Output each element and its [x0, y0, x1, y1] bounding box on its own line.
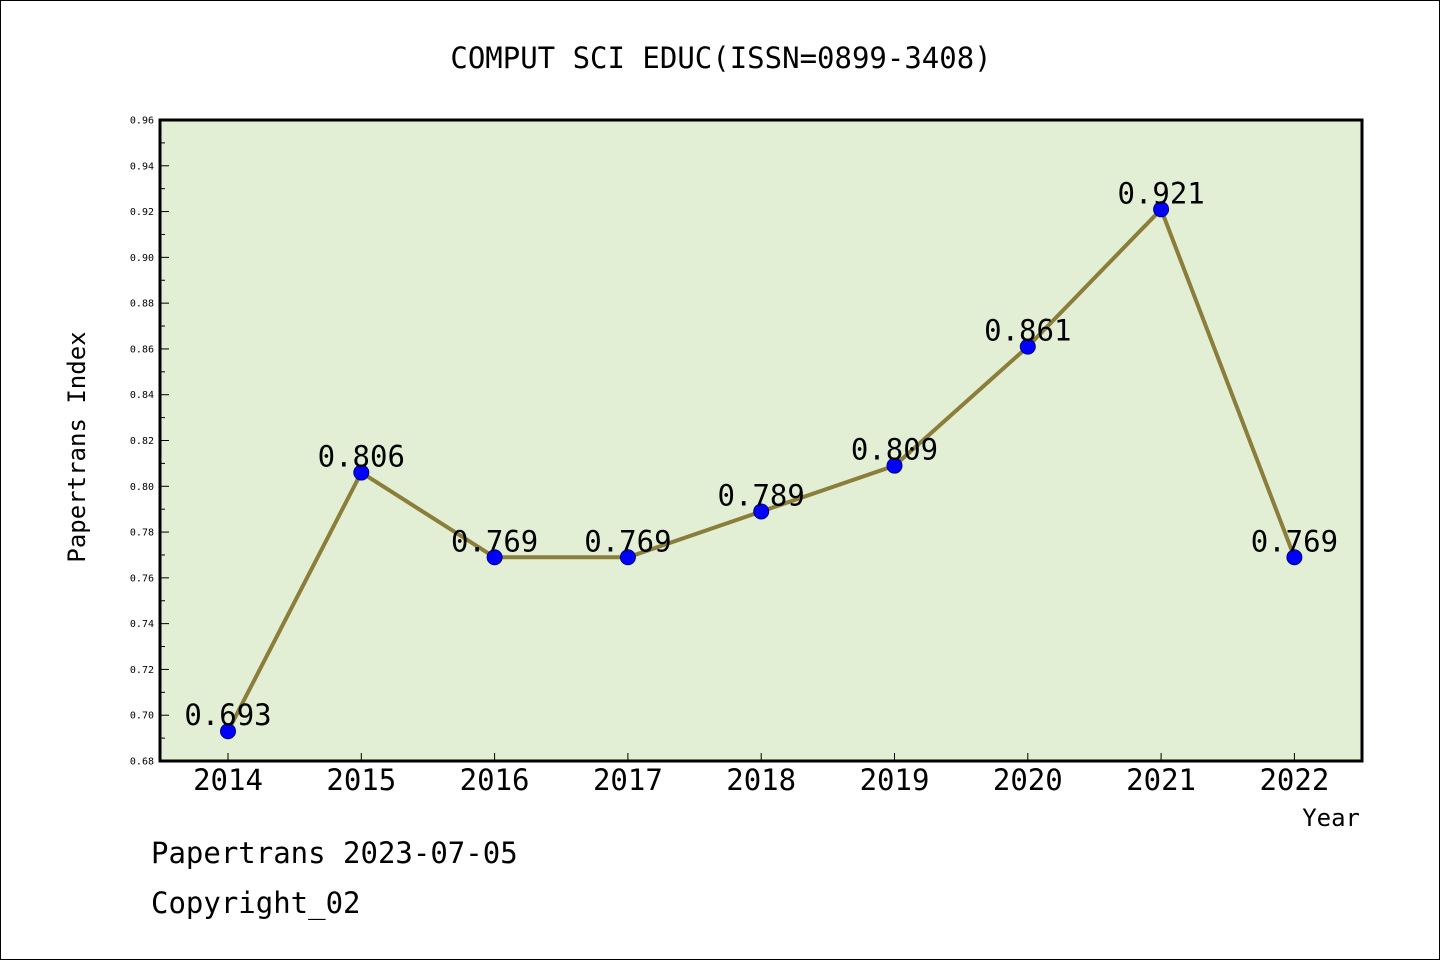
copyright-text: Copyright_02	[151, 886, 361, 920]
x-tick-label-2014: 2014	[193, 763, 263, 797]
y-tick-label-14: 0.96	[130, 116, 154, 127]
y-tick-label-6: 0.80	[130, 482, 154, 493]
data-label-2017: 0.769	[584, 524, 671, 558]
x-axis-label: Year	[1302, 804, 1360, 832]
data-label-2016: 0.769	[451, 524, 538, 558]
x-tick-label-2016: 2016	[460, 763, 530, 797]
plot-area	[158, 118, 1364, 763]
data-point-2021	[1153, 201, 1170, 218]
y-tick-label-13: 0.94	[130, 161, 154, 172]
chart-title: COMPUT SCI EDUC(ISSN=0899-3408)	[450, 41, 991, 75]
x-tick-label-2021: 2021	[1126, 763, 1196, 797]
x-tick-label-2018: 2018	[726, 763, 796, 797]
data-point-2022	[1286, 549, 1303, 566]
y-tick-label-2: 0.72	[130, 665, 154, 676]
data-point-2016	[486, 549, 503, 566]
data-point-2020	[1019, 338, 1036, 355]
data-point-2014	[220, 723, 236, 740]
x-axis-ticks: 2014 2015 2016 2017 2018 2019 2020 2021 2022	[193, 753, 1329, 797]
y-tick-label-7: 0.82	[130, 436, 154, 447]
data-label-2019: 0.809	[851, 433, 938, 467]
x-tick-label-2022: 2022	[1259, 763, 1329, 797]
data-label-2022: 0.769	[1251, 524, 1338, 558]
data-point-2015	[353, 464, 370, 481]
data-label-2021: 0.921	[1117, 176, 1204, 210]
source-date-text: Papertrans 2023-07-05	[151, 836, 518, 870]
data-point-2019	[886, 457, 903, 474]
data-label-2018: 0.789	[718, 478, 805, 512]
x-tick-label-2017: 2017	[593, 763, 663, 797]
x-tick-label-2020: 2020	[993, 763, 1063, 797]
data-label-2020: 0.861	[984, 314, 1071, 348]
y-tick-label-3: 0.74	[130, 619, 154, 630]
y-tick-label-9: 0.86	[130, 344, 154, 355]
data-point-2018	[753, 503, 770, 520]
y-axis-ticks: 0.68 0.70 0.72 0.74 0.76 0.78 0.80 0.82 0.84 0.86…	[130, 116, 169, 768]
data-point-2017	[619, 549, 636, 566]
y-axis-label: Papertrans Index	[63, 331, 91, 562]
y-tick-label-4: 0.76	[130, 573, 154, 584]
y-tick-label-1: 0.70	[130, 711, 154, 722]
y-tick-label-12: 0.92	[130, 207, 154, 218]
data-label-2015: 0.806	[318, 440, 405, 474]
y-tick-label-11: 0.90	[130, 253, 154, 264]
data-labels: 0.693 0.806 0.769 0.769 0.789 0.809 0.861 0.921…	[184, 176, 1338, 732]
data-label-2014: 0.693	[184, 698, 271, 732]
y-tick-label-8: 0.84	[130, 390, 154, 401]
y-tick-label-10: 0.88	[130, 299, 154, 310]
data-points	[220, 201, 1303, 740]
y-tick-label-0: 0.68	[130, 757, 154, 768]
x-tick-label-2015: 2015	[326, 763, 396, 797]
x-tick-label-2019: 2019	[860, 763, 930, 797]
y-tick-label-5: 0.78	[130, 528, 154, 539]
